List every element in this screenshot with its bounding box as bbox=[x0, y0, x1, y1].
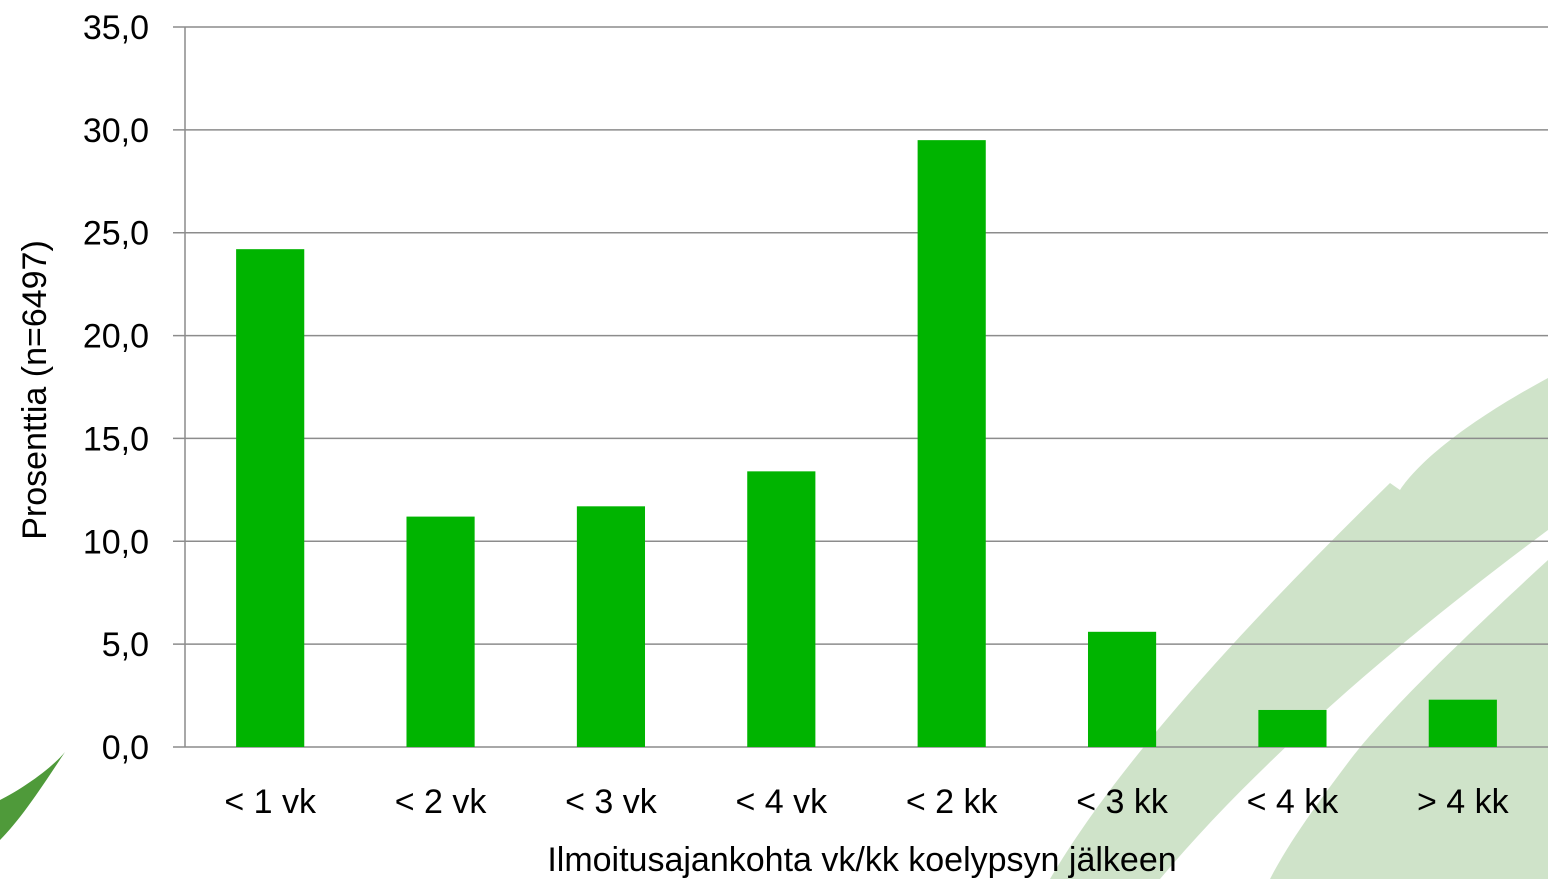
y-axis-title: Prosenttia (n=6497) bbox=[16, 240, 54, 540]
bar bbox=[747, 471, 816, 747]
x-tick-label: < 4 vk bbox=[735, 783, 828, 821]
bars bbox=[236, 140, 1497, 748]
x-tick-label: < 2 kk bbox=[906, 783, 999, 821]
bar bbox=[1258, 709, 1327, 747]
bar bbox=[1087, 631, 1157, 747]
y-tick-label: 5,0 bbox=[102, 626, 149, 664]
x-tick-label: < 2 vk bbox=[395, 783, 488, 821]
x-tick-label: > 4 kk bbox=[1417, 783, 1510, 821]
x-axis-tick-labels: < 1 vk < 2 vk < 3 vk < 4 vk < 2 kk < 3 kk < 4 … bbox=[224, 783, 1509, 821]
y-tick-label: 10,0 bbox=[83, 523, 149, 561]
y-tick-label: 0,0 bbox=[102, 729, 149, 767]
light-leaf-shape-lower bbox=[1270, 560, 1548, 879]
bar bbox=[406, 516, 475, 747]
y-tick-label: 20,0 bbox=[83, 318, 149, 356]
y-tick-label: 30,0 bbox=[83, 112, 149, 150]
y-tick-label: 25,0 bbox=[83, 215, 149, 253]
x-tick-label: < 4 kk bbox=[1247, 783, 1340, 821]
y-tick-label: 35,0 bbox=[83, 9, 149, 47]
bar bbox=[576, 506, 646, 747]
light-leaf-shape bbox=[1050, 378, 1548, 879]
bar bbox=[917, 140, 986, 748]
x-tick-label: < 1 vk bbox=[224, 783, 317, 821]
dark-leaf-shape bbox=[0, 752, 65, 840]
x-axis-title: Ilmoitusajankohta vk/kk koelypsyn jälkee… bbox=[547, 841, 1176, 879]
bar bbox=[1428, 699, 1497, 747]
background-swoosh-decoration bbox=[0, 378, 1548, 879]
y-tick-label: 15,0 bbox=[83, 420, 149, 458]
y-axis-tick-labels: 0,0 5,0 10,0 15,0 20,0 25,0 30,0 35,0 bbox=[83, 9, 149, 767]
x-tick-label: < 3 kk bbox=[1076, 783, 1169, 821]
x-tick-label: < 3 vk bbox=[565, 783, 658, 821]
bar bbox=[236, 249, 305, 747]
